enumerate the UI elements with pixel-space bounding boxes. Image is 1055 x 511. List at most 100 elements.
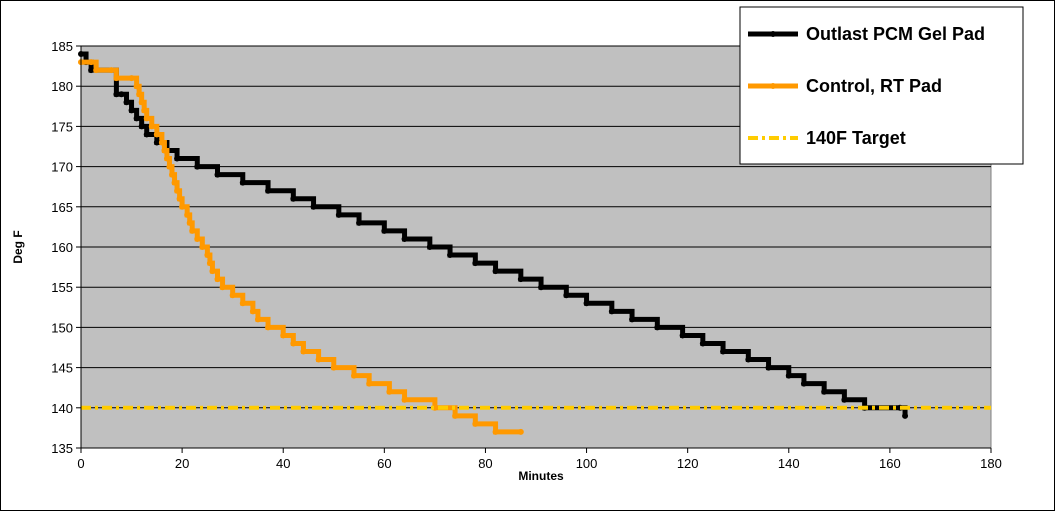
data-point xyxy=(123,99,130,106)
data-point xyxy=(171,179,178,186)
data-point xyxy=(88,67,95,74)
data-point xyxy=(174,187,181,194)
x-tick-label: 180 xyxy=(980,456,1002,471)
data-point xyxy=(563,292,570,299)
data-point xyxy=(186,219,193,226)
x-tick-label: 60 xyxy=(377,456,391,471)
data-point xyxy=(158,139,165,146)
x-tick-label: 140 xyxy=(778,456,800,471)
y-tick-label: 185 xyxy=(51,39,73,54)
data-point xyxy=(492,268,499,275)
data-point xyxy=(492,428,499,435)
data-point xyxy=(153,131,160,138)
data-point xyxy=(163,155,170,162)
data-point xyxy=(841,396,848,403)
y-tick-label: 150 xyxy=(51,320,73,335)
data-point xyxy=(699,340,706,347)
data-point xyxy=(166,163,173,170)
data-point xyxy=(538,284,545,291)
data-point xyxy=(148,123,155,130)
data-point xyxy=(128,75,135,82)
data-point xyxy=(517,276,524,283)
data-point xyxy=(209,268,216,275)
y-tick-label: 160 xyxy=(51,240,73,255)
data-point xyxy=(785,372,792,379)
data-point xyxy=(153,139,160,146)
data-point xyxy=(141,107,148,114)
data-point xyxy=(720,348,727,355)
data-point xyxy=(219,284,226,291)
data-point xyxy=(300,348,307,355)
x-tick-label: 40 xyxy=(276,456,290,471)
data-point xyxy=(254,316,261,323)
data-point xyxy=(280,332,287,339)
data-point xyxy=(179,203,186,210)
legend-entry-outlast-pcm-gel-pad: Outlast PCM Gel Pad xyxy=(748,24,985,44)
data-point xyxy=(118,91,125,98)
data-point xyxy=(351,372,357,379)
data-point xyxy=(629,316,636,323)
data-point xyxy=(265,324,272,331)
data-point xyxy=(447,252,454,259)
data-point xyxy=(800,380,807,387)
data-point xyxy=(765,364,772,371)
data-point xyxy=(654,324,661,331)
data-point xyxy=(249,308,256,315)
x-tick-label: 100 xyxy=(576,456,598,471)
data-point xyxy=(138,99,145,106)
data-point xyxy=(206,260,213,267)
data-point xyxy=(310,203,317,210)
data-point xyxy=(204,252,211,259)
legend-marker xyxy=(770,83,776,89)
y-axis-title: Deg F xyxy=(11,230,25,263)
data-point xyxy=(199,244,206,250)
data-point xyxy=(426,244,433,250)
data-point xyxy=(356,219,363,226)
x-axis-title: Minutes xyxy=(518,469,564,483)
data-point xyxy=(335,211,342,218)
legend-entry-control-rt-pad: Control, RT Pad xyxy=(748,76,942,96)
data-point xyxy=(194,235,201,242)
data-point xyxy=(133,83,140,90)
x-tick-label: 160 xyxy=(879,456,901,471)
data-point xyxy=(315,356,322,363)
x-tick-label: 80 xyxy=(478,456,492,471)
y-tick-label: 135 xyxy=(51,441,73,456)
y-tick-label: 165 xyxy=(51,200,73,215)
data-point xyxy=(679,332,686,339)
legend-entry-140f-target: 140F Target xyxy=(748,128,906,148)
data-point xyxy=(194,163,201,170)
data-point xyxy=(161,147,168,154)
data-point xyxy=(143,115,150,122)
data-point xyxy=(128,107,135,114)
data-point xyxy=(176,195,183,202)
data-point xyxy=(174,155,181,162)
axes: 135 140 145 150 155 160 165 170 175 180 185 0 20 40 60… xyxy=(51,39,1002,471)
y-tick-label: 140 xyxy=(51,401,73,416)
data-point xyxy=(472,420,479,427)
data-point xyxy=(583,300,590,307)
x-tick-label: 0 xyxy=(77,456,84,471)
data-point xyxy=(821,388,828,395)
legend: Outlast PCM Gel Pad Control, RT Pad 140F T… xyxy=(739,6,1024,165)
y-tick-label: 155 xyxy=(51,280,73,295)
data-point xyxy=(138,123,145,130)
data-point xyxy=(184,211,191,218)
data-point xyxy=(214,171,221,178)
x-tick-label: 120 xyxy=(677,456,699,471)
data-point xyxy=(330,364,337,371)
data-point xyxy=(108,67,115,74)
data-point xyxy=(386,388,393,395)
data-point xyxy=(401,396,408,403)
legend-label: 140F Target xyxy=(806,128,906,148)
data-point xyxy=(93,67,100,74)
data-point xyxy=(608,308,615,315)
series-control-rt-pad xyxy=(78,59,524,435)
legend-marker xyxy=(770,31,776,37)
data-point xyxy=(290,340,297,347)
data-point xyxy=(290,195,297,202)
data-point xyxy=(366,380,373,387)
y-tick-label: 175 xyxy=(51,119,73,134)
